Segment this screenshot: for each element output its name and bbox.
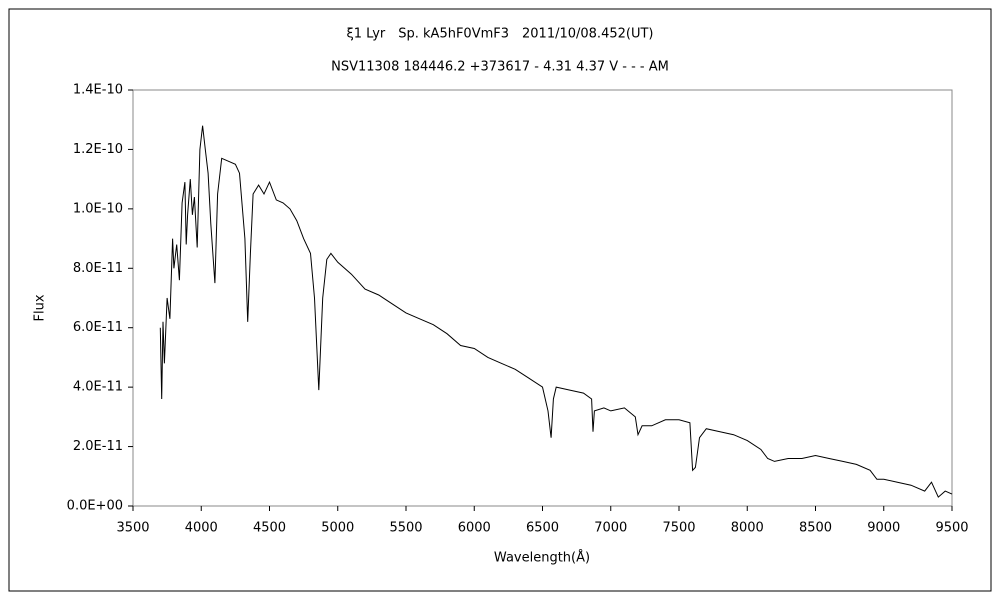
spectrum-line [159, 125, 953, 498]
plot-area [132, 89, 953, 507]
x-tick-label: 8500 [799, 521, 832, 536]
x-tick-label: 8000 [731, 521, 764, 536]
x-tick-label: 5000 [321, 521, 354, 536]
y-tick-label: 6.0E-11 [73, 320, 123, 335]
y-tick-label: 4.0E-11 [73, 380, 123, 395]
y-tick-label: 1.4E-10 [73, 83, 123, 98]
x-tick-label: 9000 [867, 521, 900, 536]
y-tick-label: 1.2E-10 [73, 142, 123, 157]
x-tick-label: 5500 [389, 521, 422, 536]
x-tick-label: 6500 [526, 521, 559, 536]
x-tick-label: 6000 [458, 521, 491, 536]
y-tick-label: 0.0E+00 [67, 499, 123, 514]
x-axis-label: Wavelength(Å) [494, 550, 590, 566]
x-tick-label: 7500 [662, 521, 695, 536]
x-tick-label: 4500 [253, 521, 286, 536]
x-tick-label: 7000 [594, 521, 627, 536]
chart-subtitle: NSV11308 184446.2 +373617 - 4.31 4.37 V … [331, 60, 669, 75]
x-tick-label: 3500 [116, 521, 149, 536]
x-tick-label: 9500 [935, 521, 968, 536]
chart-title: ξ1 Lyr Sp. kA5hF0VmF3 2011/10/08.452(UT) [347, 27, 654, 42]
y-tick-label: 1.0E-10 [73, 201, 123, 216]
y-axis-label: Flux [33, 294, 48, 321]
x-tick-label: 4000 [185, 521, 218, 536]
y-tick-label: 2.0E-11 [73, 439, 123, 454]
y-tick-label: 8.0E-11 [73, 261, 123, 276]
